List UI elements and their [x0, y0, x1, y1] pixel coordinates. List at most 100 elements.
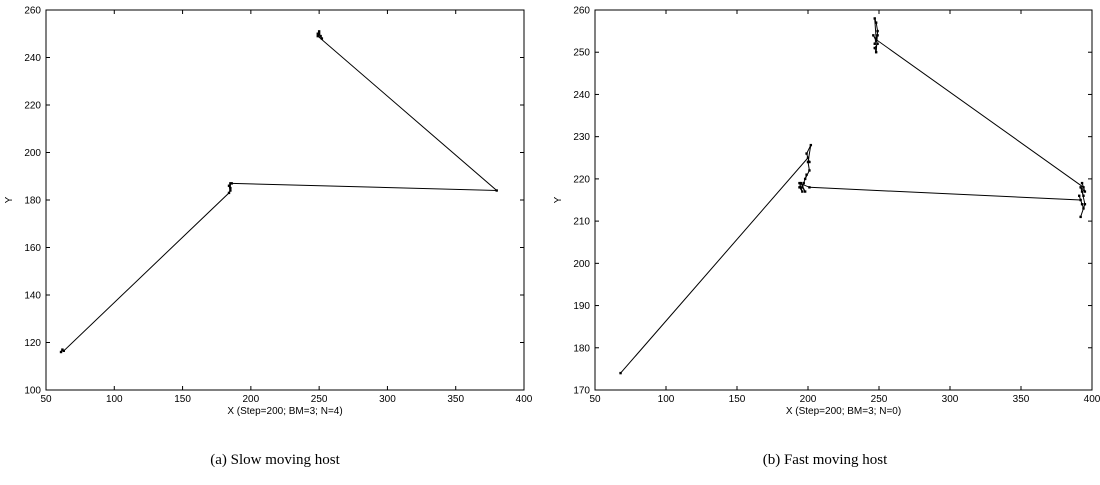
- y-tick-label: 200: [573, 259, 590, 270]
- y-axis-title: Y: [553, 196, 564, 203]
- y-tick-label: 100: [24, 386, 41, 397]
- trajectory-point: [1080, 181, 1084, 185]
- trajectory-point: [806, 160, 810, 164]
- x-axis-title: X (Step=200; BM=3; N=0): [786, 406, 901, 417]
- trajectory-point: [319, 34, 322, 38]
- trajectory-point: [1079, 186, 1082, 189]
- y-tick-label: 220: [24, 101, 41, 112]
- trajectory-point: [320, 37, 324, 40]
- y-tick-label: 220: [573, 174, 590, 185]
- trajectory-point: [1083, 203, 1087, 206]
- y-tick-label: 260: [24, 6, 41, 17]
- trajectory-point: [808, 169, 811, 172]
- chart-panel-b: 50 100 150 200 250 300 350 400 170 180 190 200 210 22…: [550, 0, 1100, 485]
- trajectory-point: [873, 46, 876, 50]
- chart-b-caption: (b) Fast moving host: [762, 452, 888, 468]
- x-tick-label: 100: [658, 394, 675, 405]
- trajectory-point: [798, 181, 801, 185]
- trajectory-point: [1079, 198, 1082, 202]
- trajectory-point: [229, 189, 232, 192]
- trajectory-point: [874, 38, 878, 41]
- x-tick-label: 50: [40, 394, 52, 405]
- trajectory-point: [1078, 194, 1081, 197]
- trajectory-point: [876, 42, 879, 45]
- trajectory-point: [801, 190, 804, 193]
- trajectory-point: [227, 191, 231, 195]
- trajectory-point: [229, 182, 232, 185]
- trajectory-point: [1082, 186, 1085, 189]
- y-tick-label: 180: [24, 196, 41, 207]
- y-tick-label: 160: [24, 243, 41, 254]
- trajectory-point: [1082, 207, 1085, 210]
- trajectory-point: [801, 186, 804, 189]
- trajectory-point: [808, 160, 811, 164]
- x-tick-label: 50: [589, 394, 601, 405]
- x-tick-label: 200: [243, 394, 260, 405]
- y-axis-title: Y: [4, 196, 15, 203]
- trajectory-point: [874, 21, 878, 24]
- trajectory-point: [316, 32, 319, 35]
- x-tick-label: 100: [106, 394, 123, 405]
- trajectory-point: [872, 34, 875, 37]
- y-tick-label: 180: [573, 343, 590, 354]
- x-axis-title: X (Step=200; BM=3; N=4): [227, 406, 342, 417]
- x-tick-label: 150: [174, 394, 191, 405]
- x-tick-label: 150: [729, 394, 746, 405]
- trajectory-line: [620, 18, 1086, 374]
- trajectory-point: [62, 349, 65, 353]
- y-tick-label: 240: [573, 90, 590, 101]
- trajectory-point: [806, 156, 810, 159]
- trajectory-point: [808, 186, 811, 189]
- trajectory-point: [61, 348, 64, 351]
- trajectory-point: [873, 17, 876, 20]
- y-tick-label: 170: [573, 386, 590, 397]
- trajectory-point: [809, 143, 813, 147]
- trajectory-point: [619, 371, 622, 375]
- trajectory-point: [798, 186, 801, 189]
- plot-frame: [594, 9, 1093, 391]
- x-tick-label: 300: [942, 394, 959, 405]
- y-tick-label: 120: [24, 338, 41, 349]
- trajectory-point: [317, 30, 321, 33]
- y-tick-label: 190: [573, 301, 590, 312]
- trajectory-point: [230, 182, 233, 185]
- x-tick-label: 200: [800, 394, 817, 405]
- trajectory-point: [799, 181, 803, 185]
- trajectory-point: [805, 152, 808, 155]
- x-tick-label: 300: [379, 394, 396, 405]
- chart-b-svg: 50 100 150 200 250 300 350 400 170 180 190 200 210 22…: [553, 6, 1100, 418]
- trajectory-point: [316, 34, 319, 38]
- y-tick-label: 230: [573, 132, 590, 143]
- trajectory-point: [803, 190, 807, 193]
- y-tick-label: 240: [24, 53, 41, 64]
- y-tick-label: 250: [573, 48, 590, 59]
- trajectory-point: [227, 184, 231, 187]
- trajectory-point: [1082, 194, 1085, 197]
- chart-panel-a: 50 100 150 200 250 300 350 400 100 120 140 160 180 20…: [4, 6, 533, 469]
- plot-frame: [45, 9, 525, 391]
- x-tick-label: 250: [871, 394, 888, 405]
- x-tick-label: 350: [1013, 394, 1030, 405]
- y-tick-label: 210: [573, 217, 590, 228]
- trajectory-point: [495, 189, 498, 192]
- x-tick-label: 250: [311, 394, 328, 405]
- trajectory-point: [229, 186, 232, 190]
- trajectory-point: [1079, 215, 1082, 219]
- trajectory-line: [60, 31, 499, 353]
- trajectory-point: [802, 181, 805, 185]
- trajectory-point: [805, 173, 808, 176]
- trajectory-point: [874, 51, 878, 54]
- chart-a-caption: (a) Slow moving host: [210, 452, 340, 468]
- trajectory-point: [876, 34, 879, 37]
- x-tick-label: 350: [447, 394, 464, 405]
- y-tick-label: 200: [24, 148, 41, 159]
- chart-a-svg: 50 100 150 200 250 300 350 40010012014016018020…: [4, 6, 533, 418]
- trajectory-point: [803, 177, 807, 181]
- x-tick-label: 400: [516, 394, 533, 405]
- trajectory-point: [59, 350, 63, 354]
- trajectory-point: [1080, 203, 1084, 206]
- trajectory-point: [1080, 190, 1084, 193]
- trajectory-point: [876, 29, 879, 33]
- trajectory-point: [317, 32, 321, 35]
- x-tick-label: 400: [1084, 394, 1100, 405]
